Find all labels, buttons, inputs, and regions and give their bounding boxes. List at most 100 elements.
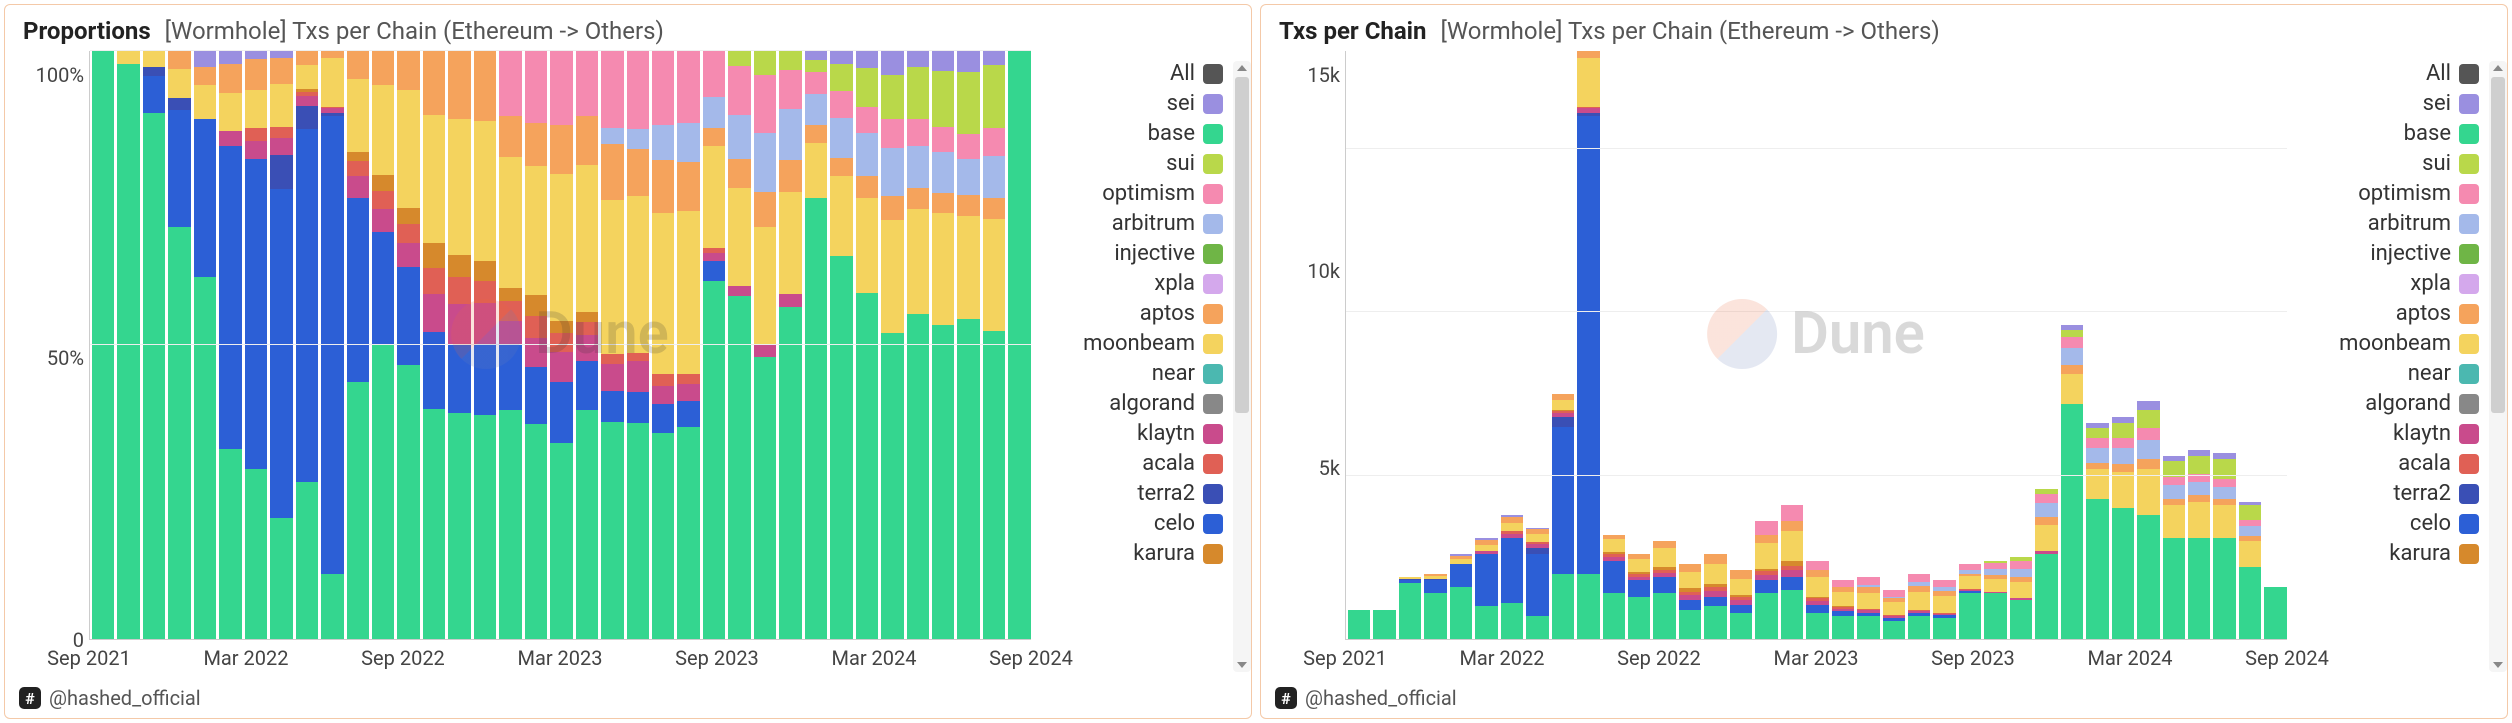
bar[interactable] <box>779 51 801 639</box>
legend-item-arbitrum[interactable]: arbitrum <box>2307 211 2483 236</box>
plot-area-proportions[interactable]: Dune 100%50%0 <box>89 51 1031 640</box>
bar[interactable] <box>474 51 496 639</box>
bar[interactable] <box>448 51 470 639</box>
bar[interactable] <box>2213 51 2235 639</box>
bar[interactable] <box>270 51 292 639</box>
bar[interactable] <box>1704 51 1726 639</box>
legend-scrollbar[interactable] <box>2489 61 2507 672</box>
legend-item-aptos[interactable]: aptos <box>1051 301 1227 326</box>
legend-item-near[interactable]: near <box>1051 361 1227 386</box>
bar[interactable] <box>1908 51 1930 639</box>
bar[interactable] <box>1755 51 1777 639</box>
bar[interactable] <box>1373 51 1395 639</box>
bar[interactable] <box>1526 51 1548 639</box>
bar[interactable] <box>1653 51 1675 639</box>
bar[interactable] <box>525 51 547 639</box>
bar[interactable] <box>245 51 267 639</box>
legend-scrollbar[interactable] <box>1233 61 1251 672</box>
legend-item-all[interactable]: All <box>2307 61 2483 86</box>
legend-item-xpla[interactable]: xpla <box>2307 271 2483 296</box>
bar[interactable] <box>321 51 343 639</box>
legend-item-klaytn[interactable]: klaytn <box>1051 421 1227 446</box>
legend-item-all[interactable]: All <box>1051 61 1227 86</box>
bar[interactable] <box>117 51 139 639</box>
bar[interactable] <box>1008 51 1030 639</box>
bar[interactable] <box>1984 51 2006 639</box>
legend-item-sei[interactable]: sei <box>2307 91 2483 116</box>
legend-item-moonbeam[interactable]: moonbeam <box>1051 331 1227 356</box>
bar[interactable] <box>2035 51 2057 639</box>
bar[interactable] <box>881 51 903 639</box>
bar[interactable] <box>423 51 445 639</box>
bar[interactable] <box>1857 51 1879 639</box>
legend-item-moonbeam[interactable]: moonbeam <box>2307 331 2483 356</box>
bar[interactable] <box>143 51 165 639</box>
bar[interactable] <box>1577 51 1599 639</box>
bar[interactable] <box>1399 51 1421 639</box>
bar[interactable] <box>1348 51 1370 639</box>
bar[interactable] <box>1832 51 1854 639</box>
bar[interactable] <box>576 51 598 639</box>
author-icon[interactable]: # <box>19 687 41 709</box>
legend-item-sei[interactable]: sei <box>1051 91 1227 116</box>
legend-item-klaytn[interactable]: klaytn <box>2307 421 2483 446</box>
legend-item-celo[interactable]: celo <box>1051 511 1227 536</box>
bar[interactable] <box>805 51 827 639</box>
bar[interactable] <box>677 51 699 639</box>
bar[interactable] <box>2112 51 2134 639</box>
bar[interactable] <box>1475 51 1497 639</box>
bar[interactable] <box>856 51 878 639</box>
bar[interactable] <box>728 51 750 639</box>
bar[interactable] <box>1501 51 1523 639</box>
legend-item-near[interactable]: near <box>2307 361 2483 386</box>
bar[interactable] <box>652 51 674 639</box>
bar[interactable] <box>601 51 623 639</box>
bar[interactable] <box>627 51 649 639</box>
bar[interactable] <box>499 51 521 639</box>
bar[interactable] <box>1806 51 1828 639</box>
legend-item-injective[interactable]: injective <box>2307 241 2483 266</box>
legend-item-sui[interactable]: sui <box>2307 151 2483 176</box>
bar[interactable] <box>2239 51 2261 639</box>
bar[interactable] <box>830 51 852 639</box>
legend-item-injective[interactable]: injective <box>1051 241 1227 266</box>
legend-item-karura[interactable]: karura <box>2307 541 2483 566</box>
bar[interactable] <box>1883 51 1905 639</box>
legend-item-arbitrum[interactable]: arbitrum <box>1051 211 1227 236</box>
bar[interactable] <box>1933 51 1955 639</box>
bar[interactable] <box>907 51 929 639</box>
bar[interactable] <box>296 51 318 639</box>
bar[interactable] <box>1603 51 1625 639</box>
author-handle[interactable]: @hashed_official <box>1305 686 1457 710</box>
author-icon[interactable]: # <box>1275 687 1297 709</box>
legend-item-sui[interactable]: sui <box>1051 151 1227 176</box>
plot-area-absolute[interactable]: Dune 15k10k5k <box>1345 51 2287 640</box>
bar[interactable] <box>372 51 394 639</box>
legend-item-algorand[interactable]: algorand <box>1051 391 1227 416</box>
bar[interactable] <box>1628 51 1650 639</box>
bar[interactable] <box>1730 51 1752 639</box>
legend-item-terra2[interactable]: terra2 <box>2307 481 2483 506</box>
bar[interactable] <box>1781 51 1803 639</box>
legend-item-optimism[interactable]: optimism <box>1051 181 1227 206</box>
bar[interactable] <box>957 51 979 639</box>
bar[interactable] <box>983 51 1005 639</box>
bar[interactable] <box>1959 51 1981 639</box>
bar[interactable] <box>1552 51 1574 639</box>
legend-item-xpla[interactable]: xpla <box>1051 271 1227 296</box>
author-handle[interactable]: @hashed_official <box>49 686 201 710</box>
bar[interactable] <box>2061 51 2083 639</box>
legend-item-algorand[interactable]: algorand <box>2307 391 2483 416</box>
legend-item-acala[interactable]: acala <box>1051 451 1227 476</box>
bar[interactable] <box>932 51 954 639</box>
bar[interactable] <box>1424 51 1446 639</box>
bar[interactable] <box>1679 51 1701 639</box>
legend-item-karura[interactable]: karura <box>1051 541 1227 566</box>
bar[interactable] <box>2264 51 2286 639</box>
bar[interactable] <box>92 51 114 639</box>
bar[interactable] <box>550 51 572 639</box>
legend-item-base[interactable]: base <box>1051 121 1227 146</box>
bar[interactable] <box>168 51 190 639</box>
bar[interactable] <box>2188 51 2210 639</box>
bar[interactable] <box>2137 51 2159 639</box>
